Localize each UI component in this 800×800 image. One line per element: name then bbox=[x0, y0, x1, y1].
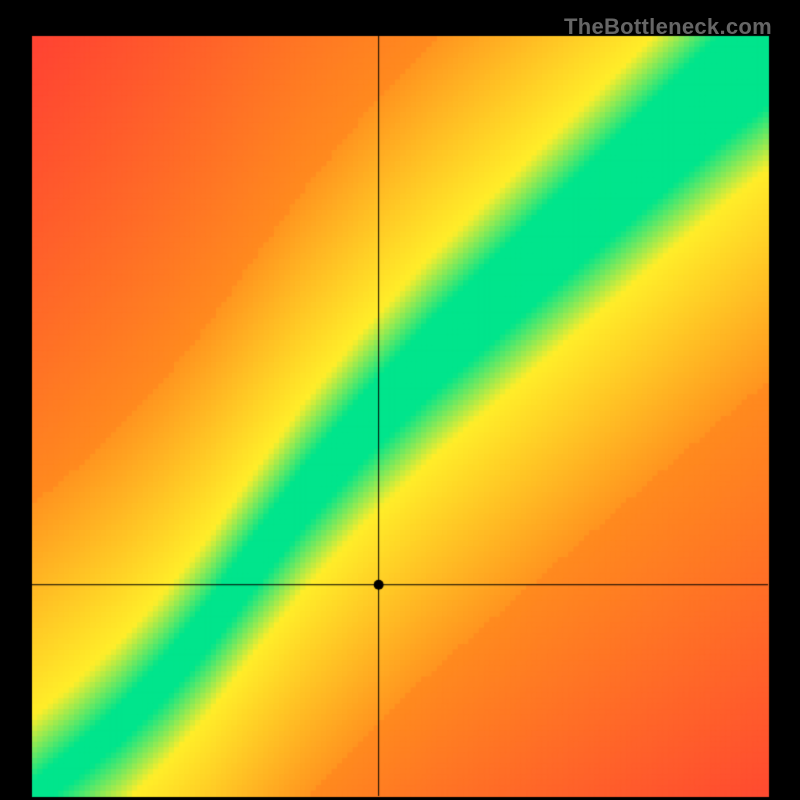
heatmap-canvas bbox=[0, 0, 800, 800]
chart-root: TheBottleneck.com bbox=[0, 0, 800, 800]
watermark-text: TheBottleneck.com bbox=[564, 14, 772, 40]
